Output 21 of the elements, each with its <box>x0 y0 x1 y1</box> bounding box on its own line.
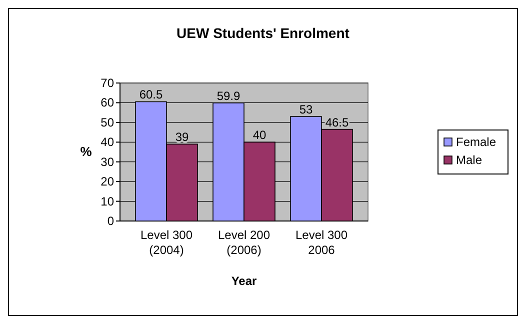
x-tick-label: Level 300 2006 <box>295 228 348 257</box>
legend-label: Male <box>456 153 482 167</box>
y-tick-label: 30 <box>100 154 114 169</box>
y-tick-label: 20 <box>100 174 114 189</box>
legend-label: Female <box>456 135 496 149</box>
y-axis-title: % <box>80 144 92 159</box>
x-tick-label: Level 300 (2004) <box>140 228 193 257</box>
y-tick-label: 60 <box>100 96 114 110</box>
chart-title: UEW Students' Enrolment <box>176 25 350 41</box>
y-tick-label: 0 <box>107 214 114 228</box>
y-tick-label: 70 <box>100 76 114 90</box>
data-label: 39 <box>175 130 189 144</box>
data-label: 60.5 <box>139 88 163 102</box>
data-label: 59.9 <box>216 88 240 103</box>
y-tick-label: 40 <box>100 135 114 150</box>
x-tick-label: Level 200 (2006) <box>218 228 270 257</box>
y-tick-label: 50 <box>100 115 114 130</box>
x-axis-title: Year <box>231 274 258 288</box>
data-label: 40 <box>252 128 266 142</box>
data-label: 53 <box>299 102 313 117</box>
y-tick-label: 10 <box>100 194 114 208</box>
